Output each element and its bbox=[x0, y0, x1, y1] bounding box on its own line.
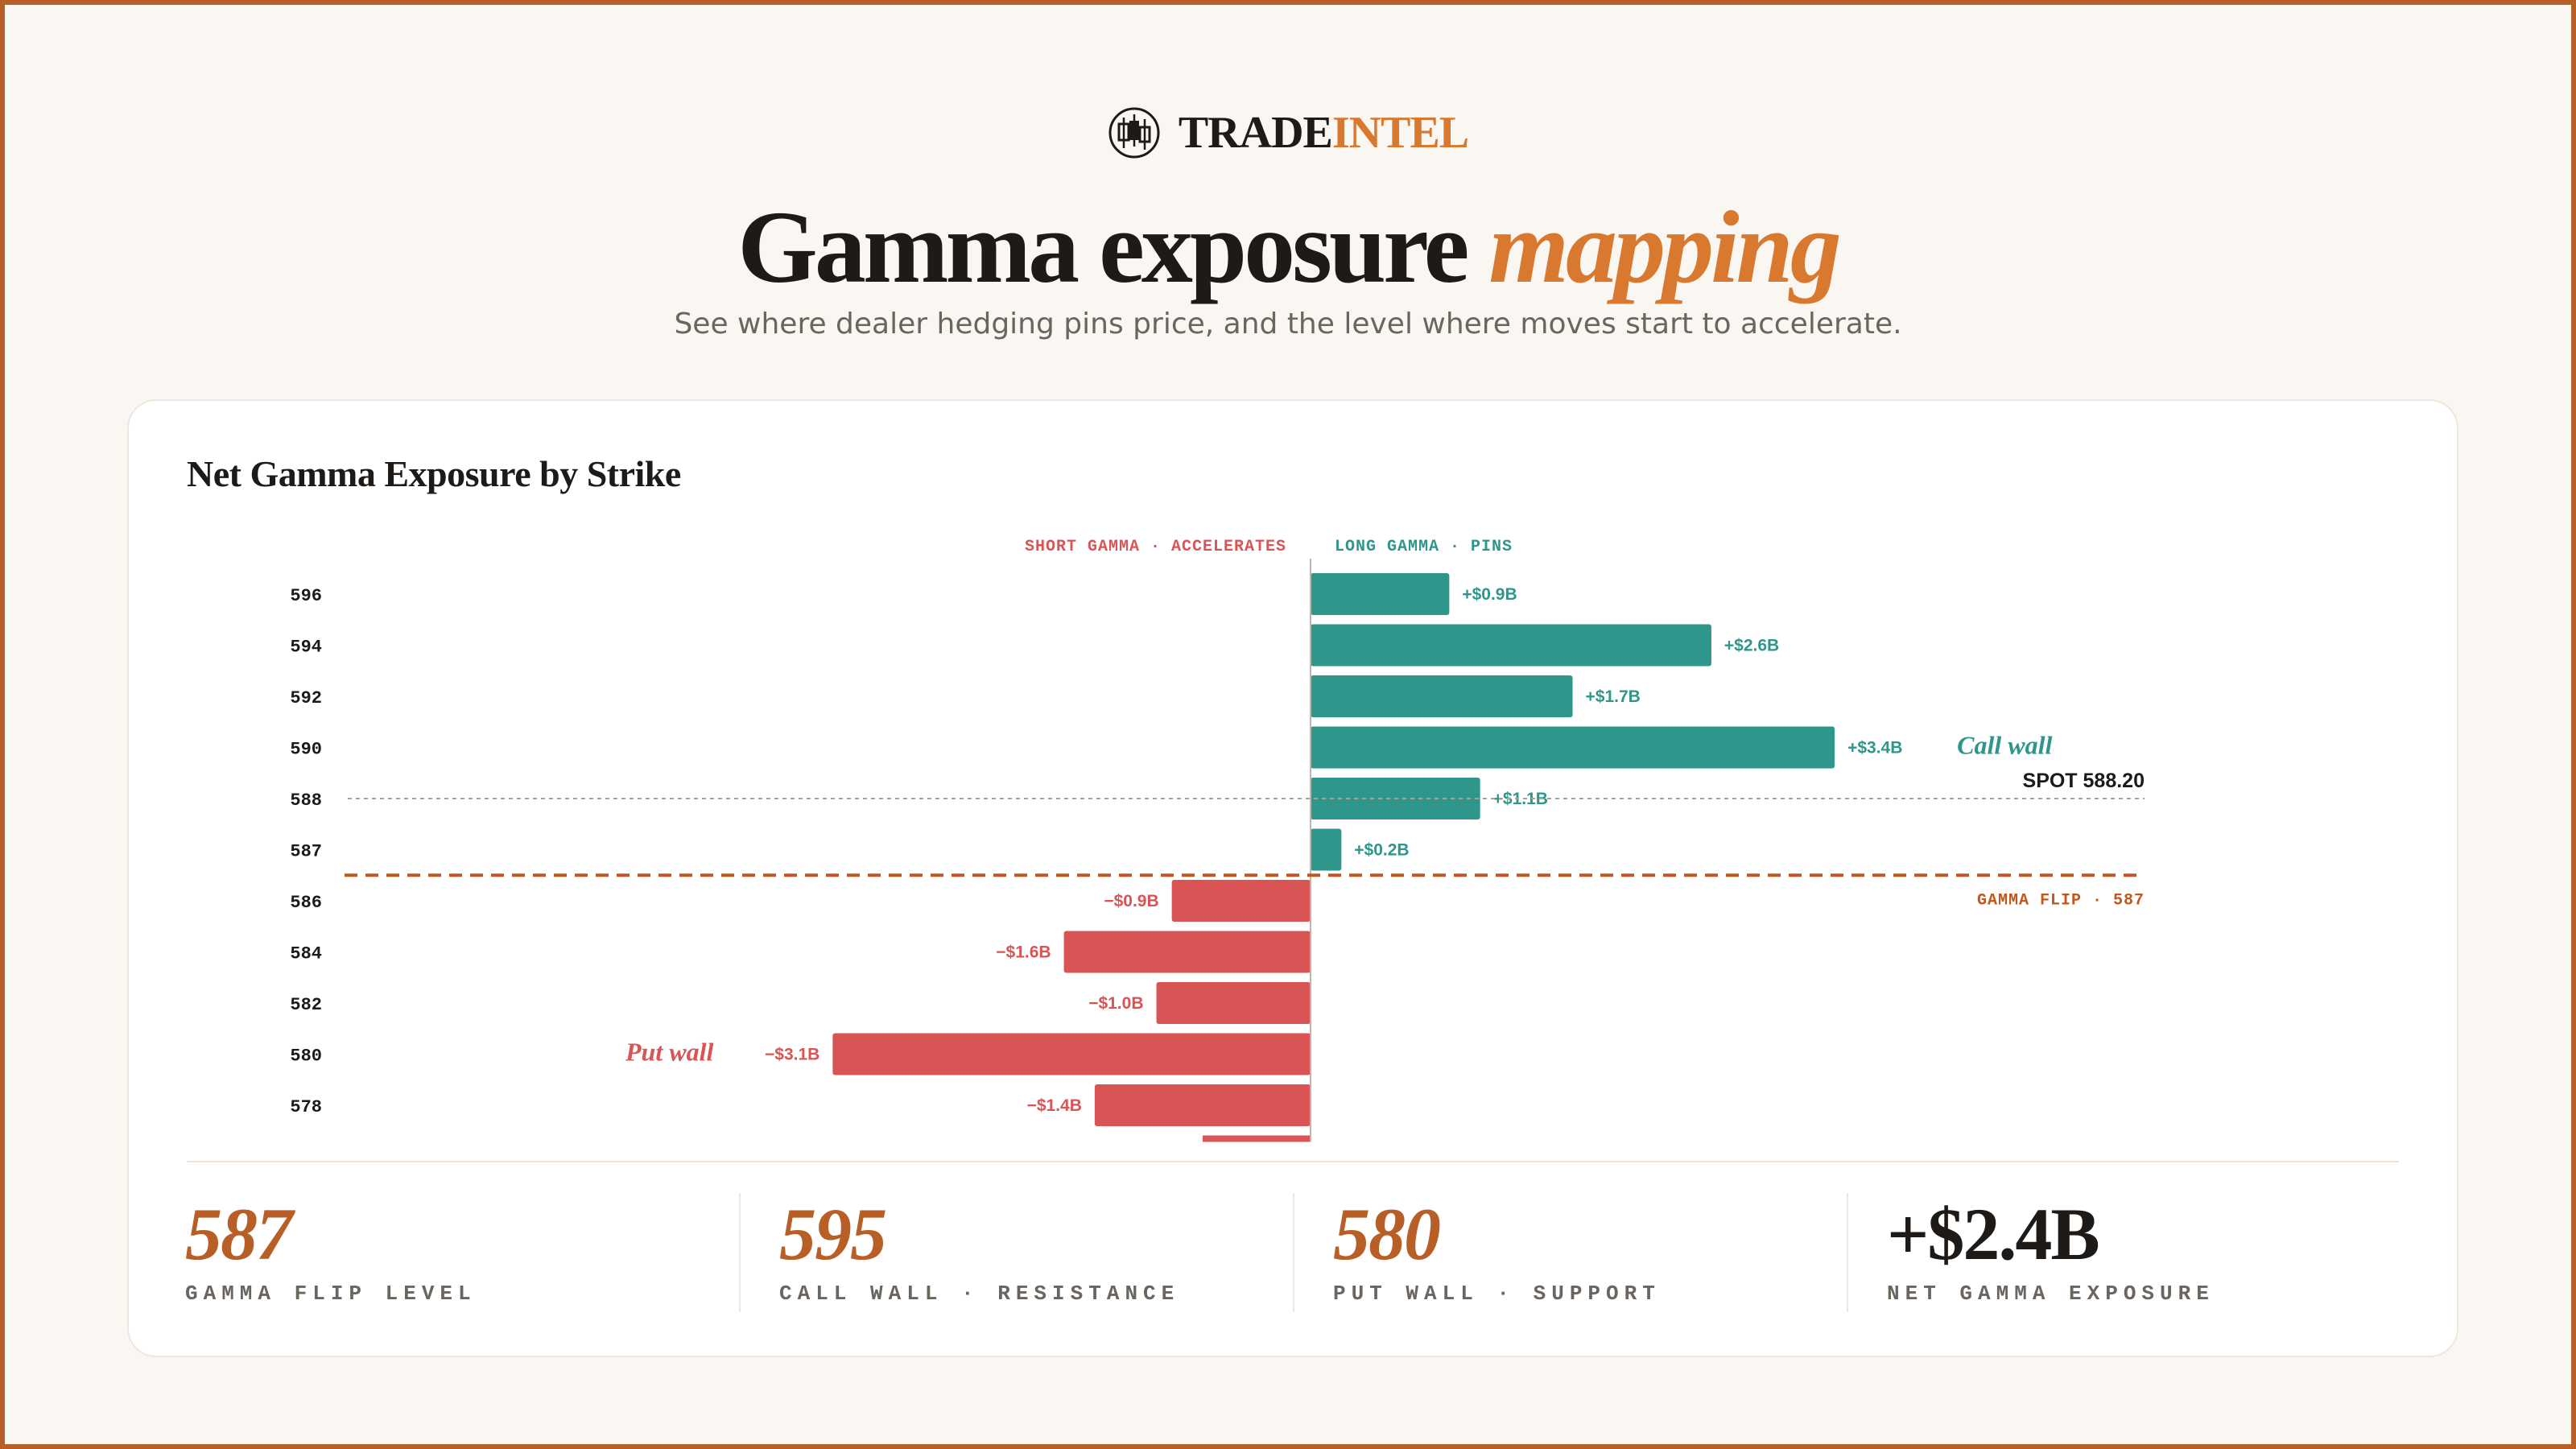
stat-label: CALL WALL · RESISTANCE bbox=[779, 1282, 1180, 1306]
bar-value-label: −$3.1B bbox=[765, 1046, 819, 1064]
chart-card: Net Gamma Exposure by Strike SHORT GAMMA… bbox=[127, 399, 2458, 1357]
negative-gamma-bar bbox=[1202, 1135, 1311, 1142]
bar-value-label: −$1.6B bbox=[996, 943, 1051, 962]
bar-value-label: +$0.2B bbox=[1354, 841, 1409, 860]
short-gamma-label: SHORT GAMMA · ACCELERATES bbox=[1025, 538, 1286, 556]
strike-tick-label: 596 bbox=[290, 586, 322, 606]
brand-name: TRADEINTEL bbox=[1178, 108, 1469, 158]
stat-value: 595 bbox=[779, 1193, 887, 1275]
strike-tick-label: 580 bbox=[290, 1046, 322, 1067]
gamma-flip-label: GAMMA FLIP · 587 bbox=[1977, 891, 2145, 910]
bar-value-label: +$0.9B bbox=[1462, 585, 1517, 604]
strike-tick-label: 586 bbox=[290, 893, 322, 913]
negative-gamma-bar bbox=[1156, 982, 1311, 1024]
long-gamma-label: LONG GAMMA · PINS bbox=[1335, 538, 1513, 556]
stat-gamma-flip: 587 GAMMA FLIP LEVEL bbox=[185, 1190, 477, 1311]
positive-gamma-bar bbox=[1311, 726, 1835, 769]
call-wall-annotation: Call wall bbox=[1957, 731, 2052, 760]
positive-gamma-bar bbox=[1311, 675, 1573, 717]
strike-tick-label: 590 bbox=[290, 740, 322, 760]
negative-gamma-bar bbox=[1063, 931, 1311, 973]
strike-tick-label: 592 bbox=[290, 688, 322, 708]
stat-separator bbox=[1293, 1193, 1294, 1312]
put-wall-annotation: Put wall bbox=[625, 1038, 713, 1067]
stat-value: 587 bbox=[185, 1193, 293, 1275]
positive-gamma-bar bbox=[1311, 828, 1342, 871]
page-subtitle: See where dealer hedging pins price, and… bbox=[674, 308, 1902, 341]
negative-gamma-bar bbox=[1171, 880, 1311, 922]
positive-gamma-bar bbox=[1311, 624, 1711, 667]
bar-value-label: −$1.4B bbox=[1027, 1096, 1082, 1115]
positive-gamma-bar bbox=[1311, 573, 1450, 615]
stat-separator bbox=[1847, 1193, 1848, 1312]
bar-value-label: +$1.1B bbox=[1493, 790, 1548, 808]
bar-value-label: +$2.6B bbox=[1724, 637, 1779, 655]
stat-label: PUT WALL · SUPPORT bbox=[1333, 1282, 1661, 1306]
stat-separator bbox=[739, 1193, 741, 1312]
stat-value: +$2.4B bbox=[1887, 1193, 2100, 1275]
stat-label: GAMMA FLIP LEVEL bbox=[185, 1282, 477, 1306]
strike-tick-label: 587 bbox=[290, 842, 322, 862]
stat-value: 580 bbox=[1333, 1193, 1441, 1275]
stat-call-wall: 595 CALL WALL · RESISTANCE bbox=[779, 1190, 1179, 1311]
bar-value-label: −$1.0B bbox=[1088, 994, 1143, 1013]
spot-price-label: SPOT 588.20 bbox=[2023, 770, 2145, 792]
page-title: Gamma exposure mapping bbox=[737, 190, 1841, 304]
candlestick-logo-icon bbox=[1108, 107, 1160, 159]
brand: TRADEINTEL bbox=[5, 106, 2571, 159]
strike-tick-label: 594 bbox=[290, 638, 322, 658]
negative-gamma-bar bbox=[1094, 1084, 1311, 1126]
negative-gamma-bar bbox=[832, 1033, 1311, 1075]
stat-put-wall: 580 PUT WALL · SUPPORT bbox=[1333, 1190, 1661, 1311]
chart-title: Net Gamma Exposure by Strike bbox=[187, 453, 681, 494]
strike-tick-label: 584 bbox=[290, 944, 322, 964]
bar-value-label: −$0.9B bbox=[1104, 892, 1158, 910]
strike-tick-label: 588 bbox=[290, 791, 322, 811]
bar-value-label: +$1.7B bbox=[1586, 687, 1641, 706]
gamma-bar-chart: SHORT GAMMA · ACCELERATES LONG GAMMA · PI… bbox=[290, 538, 2145, 1142]
stats-divider bbox=[187, 1161, 2399, 1162]
stat-label: NET GAMMA EXPOSURE bbox=[1887, 1282, 2215, 1306]
strike-tick-label: 578 bbox=[290, 1097, 322, 1117]
bar-value-label: +$3.4B bbox=[1847, 739, 1902, 758]
stat-net-gamma: +$2.4B NET GAMMA EXPOSURE bbox=[1887, 1190, 2215, 1311]
strike-tick-label: 582 bbox=[290, 995, 322, 1015]
